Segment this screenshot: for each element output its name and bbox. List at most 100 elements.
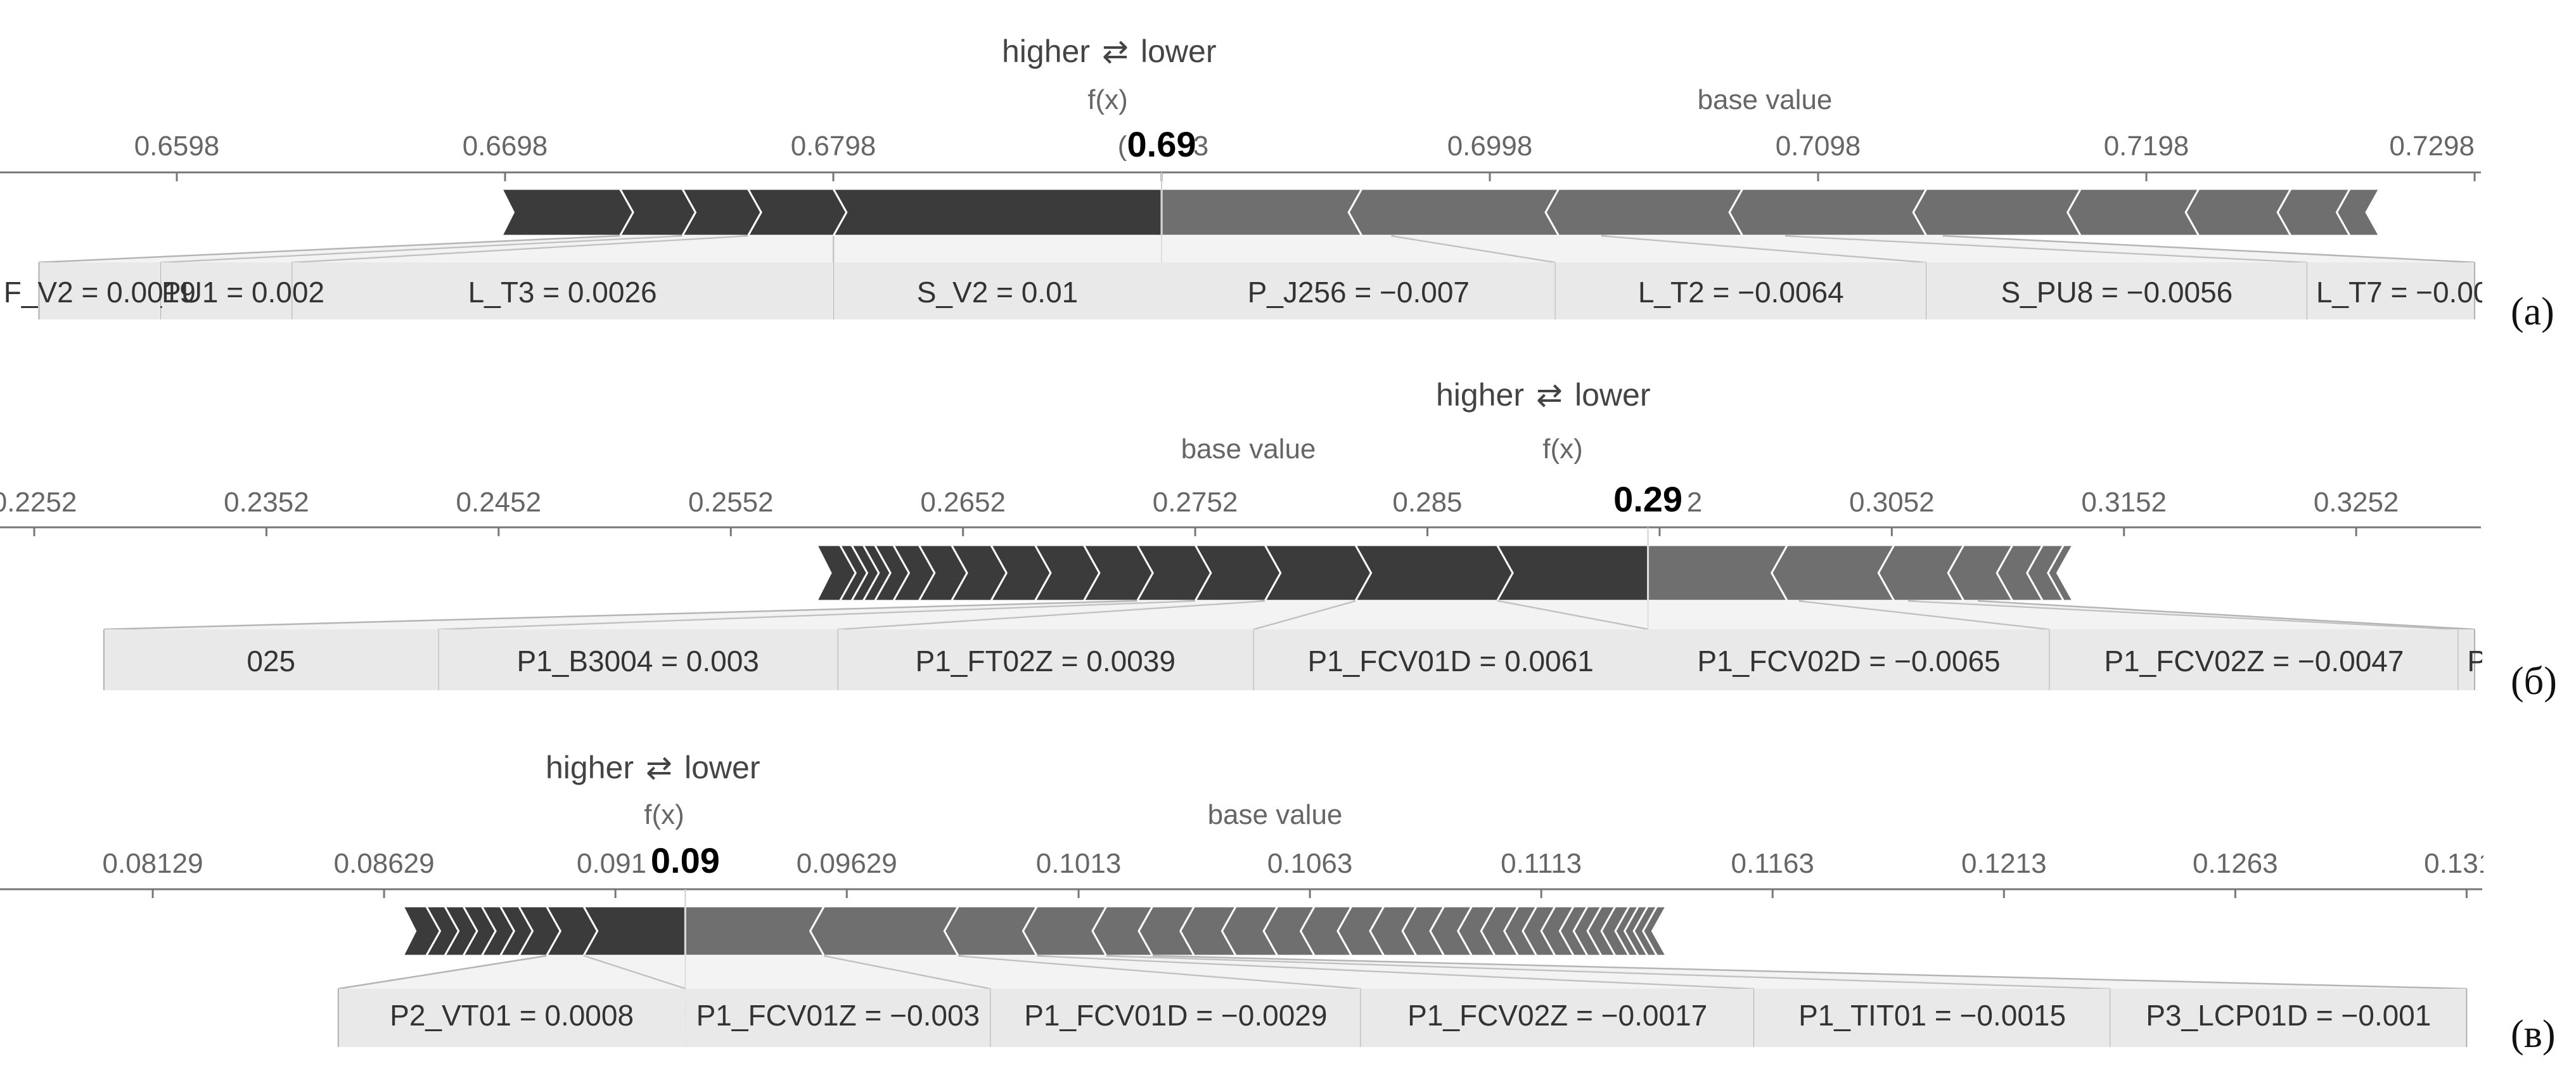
feature-label-box	[2458, 629, 2475, 690]
higher-label: higher	[1436, 377, 1524, 413]
feature-label-box	[2307, 262, 2475, 319]
negative-feature-label: P1_FCV01D = −0.0029	[1024, 999, 1327, 1032]
negative-feature-label: P1_TIT01 = −0.0015	[1798, 999, 2066, 1032]
feature-connector-edge	[103, 600, 1137, 631]
fx-caption: f(x)	[1542, 434, 1583, 465]
x-tick-label: 0.1263	[2193, 848, 2278, 879]
feature-connector	[1798, 601, 2459, 629]
feature-label-box	[438, 629, 838, 690]
x-tick-label: 0.08129	[103, 848, 203, 879]
x-tick-label: 0.1063	[1267, 848, 1353, 879]
fx-value: 0.29	[1613, 479, 1682, 519]
positive-feature-label: F_PU1 = 0.002	[127, 276, 324, 309]
x-tick-label: 0.3252	[2314, 487, 2399, 518]
negative-feature-label: P3_LCP01D = −0.001	[2146, 999, 2431, 1032]
negative-force-segment	[809, 905, 960, 957]
feature-connector	[1785, 236, 2475, 262]
x-tick-label: 0.6998	[1447, 131, 1533, 162]
positive-force-segment	[401, 905, 442, 957]
feature-connector-edge	[1152, 955, 2467, 990]
lower-label: lower	[684, 750, 760, 785]
plot-clip-mask	[2482, 24, 2576, 332]
feature-connector	[1601, 236, 2307, 262]
fx-value-backing	[646, 839, 724, 882]
negative-force-segment	[2335, 188, 2381, 237]
feature-label-box	[1648, 629, 2050, 690]
x-tick-label: 0.2752	[1153, 487, 1238, 518]
feature-label-box	[1926, 262, 2307, 319]
panel-label: (в)	[2511, 1013, 2556, 1056]
positive-force-segment	[1495, 544, 1650, 602]
fx-value-backing	[1610, 478, 1687, 520]
x-tick-label: 0.6698	[463, 131, 548, 162]
feature-connector-edge	[1977, 600, 2475, 631]
feature-label-box	[1253, 629, 1648, 690]
negative-force-segment	[1728, 188, 1928, 237]
feature-label-box	[837, 629, 1253, 690]
negative-force-segment	[2066, 188, 2201, 237]
feature-label-box	[338, 989, 686, 1047]
negative-force-segment	[1347, 188, 1561, 237]
higher-lower-arrow-icon: ⇄	[1536, 377, 1563, 413]
x-tick-label: 0.3152	[2081, 487, 2167, 518]
base-value-caption: base value	[1698, 84, 1833, 115]
feature-label-box	[833, 262, 1162, 319]
negative-feature-label: P1_FCV02D = −0.0065	[1697, 645, 2000, 678]
negative-force-segment	[1642, 905, 1668, 957]
x-tick-label: 0.2252	[0, 487, 77, 518]
negative-feature-label: P_J256 = −0.007	[1248, 276, 1470, 309]
positive-feature-label: P2_VT01 = 0.0008	[390, 999, 634, 1032]
positive-feature-label: P1_FCV01D = 0.0061	[1307, 645, 1593, 678]
feature-label-box	[2049, 629, 2459, 690]
negative-force-segment	[1912, 188, 2082, 237]
x-tick-label: 0.08629	[334, 848, 435, 879]
feature-label-box	[160, 262, 292, 319]
base-value-caption: base value	[1181, 434, 1316, 465]
positive-feature-label: S_V2 = 0.01	[917, 276, 1078, 309]
x-tick-label: 0.3052	[1849, 487, 1935, 518]
negative-force-segment	[1544, 188, 1745, 237]
fx-value: 0.69	[1127, 124, 1196, 164]
positive-force-segment	[1354, 544, 1514, 602]
feature-connector	[837, 601, 1355, 629]
force-plot-panel-2: higher ⇄ lower f(x) base value 0.2252 0.2352 0.…	[0, 368, 2576, 703]
positive-feature-label: P1_B3004 = 0.003	[516, 645, 759, 678]
base-value-caption: base value	[1208, 799, 1343, 830]
feature-connector	[338, 956, 686, 989]
positive-force-segment	[831, 188, 1163, 237]
fx-caption: f(x)	[1087, 84, 1128, 115]
panel-label: (a)	[2511, 290, 2554, 333]
higher-lower-arrow-icon: ⇄	[646, 750, 672, 785]
x-tick-label: 0.1163	[1731, 848, 1814, 879]
negative-force-segment	[1771, 544, 1896, 602]
feature-connector-edge	[338, 955, 547, 990]
feature-connector	[292, 236, 833, 262]
plot-clip-mask	[2482, 368, 2576, 703]
feature-connector	[1162, 236, 1556, 262]
feature-connector	[824, 956, 1361, 989]
x-tick-label: 0.1013	[1036, 848, 1122, 879]
plot-clip-mask	[2483, 740, 2576, 1060]
feature-connector	[833, 236, 1162, 262]
x-tick-label: 0.1213	[1961, 848, 2047, 879]
feature-connector	[1648, 601, 2050, 629]
fx-caption: f(x)	[644, 799, 684, 830]
positive-force-segment	[500, 188, 634, 237]
negative-feature-label: P1_FCV02Z = −0.0017	[1407, 999, 1707, 1032]
higher-label: higher	[546, 750, 634, 785]
panel-label: (б)	[2511, 660, 2557, 703]
feature-connector	[160, 236, 748, 262]
feature-label-box	[39, 262, 161, 319]
negative-force-segment	[2047, 544, 2075, 602]
higher-label: higher	[1002, 34, 1090, 69]
x-tick-label: 0.6598	[134, 131, 220, 162]
feature-label-box	[103, 629, 439, 690]
fx-value-backing	[1123, 123, 1200, 165]
feature-label-box	[2110, 989, 2467, 1047]
negative-force-segment	[1160, 188, 1364, 237]
positive-force-segment	[582, 905, 686, 957]
fx-value: 0.09	[651, 840, 720, 880]
x-tick-label: 0.2452	[456, 487, 542, 518]
x-tick-label: 0.7098	[1776, 131, 1861, 162]
